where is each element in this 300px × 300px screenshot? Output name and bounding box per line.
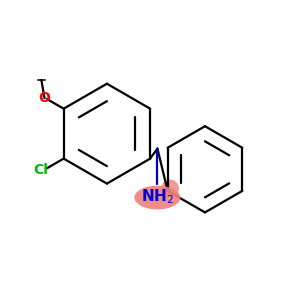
Text: O: O — [39, 91, 50, 105]
Text: Cl: Cl — [33, 163, 48, 177]
Text: NH$_2$: NH$_2$ — [141, 187, 174, 206]
Ellipse shape — [134, 186, 181, 209]
Circle shape — [161, 180, 179, 197]
